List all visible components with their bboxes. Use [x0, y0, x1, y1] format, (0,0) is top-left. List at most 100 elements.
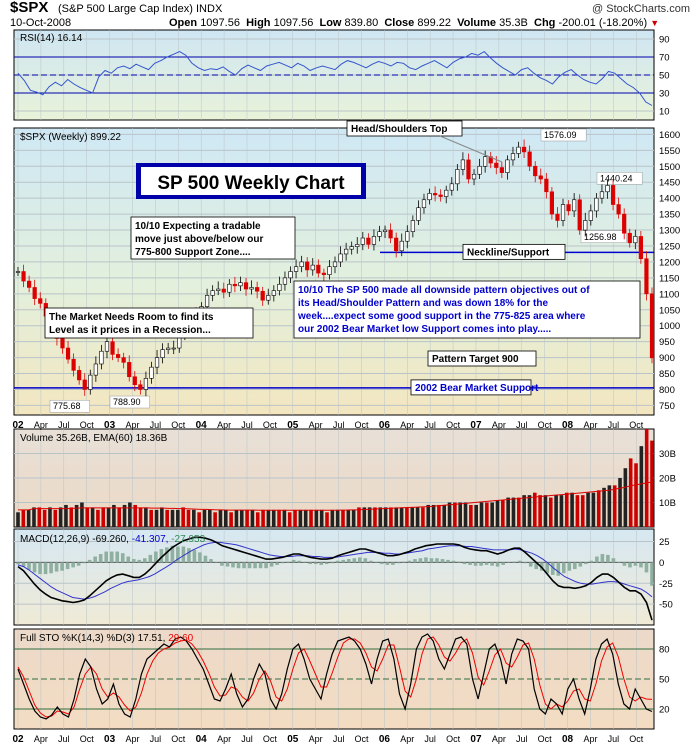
price-candle-body [577, 199, 582, 231]
price-candle-body [371, 236, 377, 245]
price-candle-body [555, 213, 560, 221]
macd-histogram-bar [60, 562, 64, 571]
volume-bar [405, 507, 409, 527]
price-candle-body [433, 193, 438, 196]
macd-histogram-bar [302, 562, 307, 563]
rsi-legend: RSI(14) 16.14 [20, 33, 83, 44]
volume-bar [192, 509, 196, 527]
chg-label: Chg [534, 17, 556, 29]
macd-histogram-bar [181, 546, 186, 563]
volume-bar [207, 509, 212, 527]
volume-bar [474, 504, 478, 527]
macd-histogram-bar [413, 559, 417, 563]
pattern-target-text: Pattern Target 900 [432, 354, 519, 365]
x-tick-label: Oct [446, 420, 461, 430]
macd-histogram-bar [523, 562, 527, 564]
price-candle-body [65, 347, 71, 360]
price-tick-label: 950 [659, 337, 675, 348]
x-tick-label: Jul [241, 420, 253, 430]
volume-bar [53, 509, 58, 527]
x-tick-label: Oct [538, 734, 553, 744]
x-tick-label: 03 [104, 420, 116, 431]
x-tick-label: 02 [12, 734, 24, 745]
price-candle-body [499, 167, 504, 173]
x-tick-label: Oct [629, 420, 644, 430]
macd-histogram-bar [380, 562, 384, 565]
price-candle-body [266, 295, 271, 301]
price-candle-body [255, 287, 260, 292]
macd-histogram-bar [484, 562, 489, 565]
price-candle-body [488, 156, 493, 164]
price-candle-body [360, 237, 365, 245]
x-tick-label: Oct [263, 420, 278, 430]
price-candle-body [327, 266, 332, 275]
price-candle-body [494, 162, 499, 168]
x-tick-label: Jul [608, 420, 620, 430]
volume-bar [69, 507, 74, 527]
volume-bar [378, 507, 383, 527]
bear-support-label-box [410, 379, 532, 396]
high-value: 1097.56 [273, 17, 314, 29]
note1-line1: 10/10 Expecting a tradable [135, 221, 261, 232]
volume-bar [229, 512, 233, 527]
volume-bar [612, 485, 617, 527]
volume-bar [410, 507, 415, 527]
volume-bar [181, 507, 185, 527]
x-tick-label: Apr [217, 734, 231, 744]
macd-legend-hist: -27.953 [171, 534, 205, 545]
volume-bar [176, 509, 180, 527]
volume-bar [37, 507, 42, 527]
point-label: 1256.98 [584, 232, 617, 242]
price-candle-body [305, 261, 310, 271]
sto-tick-label: 50 [659, 675, 670, 686]
macd-histogram-bar [600, 554, 605, 563]
volume-title: Volume 35.26B, EMA(60) 18.36B [20, 433, 168, 444]
price-candle-body [455, 169, 460, 185]
price-candle-body [21, 271, 26, 282]
sto-tick-label: 20 [659, 705, 670, 716]
macd-tick-label: -25 [659, 579, 673, 590]
volume-bar [197, 512, 201, 527]
volume-bar [559, 495, 564, 527]
price-candle-body [572, 199, 577, 212]
volume-bar [564, 492, 569, 527]
x-tick-label: Apr [34, 420, 48, 430]
volume-bar [261, 509, 265, 527]
macd-histogram-bar [330, 562, 335, 564]
price-candle-body [477, 165, 482, 175]
price-tick-label: 1500 [659, 162, 680, 173]
volume-bar [48, 507, 52, 527]
macd-histogram-bar [253, 562, 257, 569]
price-candle-body [316, 264, 321, 274]
macd-histogram-bar [490, 562, 494, 566]
macd-histogram-bar [93, 556, 97, 563]
price-candle-body [627, 232, 632, 244]
macd-histogram-bar [457, 561, 461, 563]
point-label: 775.68 [53, 401, 81, 411]
price-candle-body [332, 261, 338, 268]
volume-bar [580, 495, 585, 527]
price-candle-body [377, 231, 382, 237]
volume-bar [202, 509, 207, 527]
rsi-tick-label: 50 [659, 71, 670, 82]
x-tick-label: Apr [309, 420, 323, 430]
note3-line2: its Head/Shoulder Pattern and was down 1… [298, 298, 548, 309]
price-candle-body [71, 358, 76, 371]
volume-bar [586, 492, 590, 527]
macd-histogram-bar [396, 562, 401, 564]
volume-bar [293, 509, 297, 527]
price-candle-body [410, 220, 415, 232]
macd-histogram-bar [308, 562, 312, 565]
volume-bar [106, 507, 111, 527]
price-candle-body [483, 156, 488, 167]
price-candle-body [121, 357, 126, 363]
macd-histogram-bar [374, 562, 379, 563]
price-tick-label: 900 [659, 353, 675, 364]
volume-bar [383, 507, 388, 527]
macd-histogram-bar [358, 557, 362, 563]
macd-panel [13, 528, 655, 626]
volume-bar [527, 495, 532, 527]
price-candle-body [394, 237, 399, 252]
macd-histogram-bar [148, 554, 153, 563]
note1-line3: 775-800 Support Zone.... [135, 247, 251, 258]
